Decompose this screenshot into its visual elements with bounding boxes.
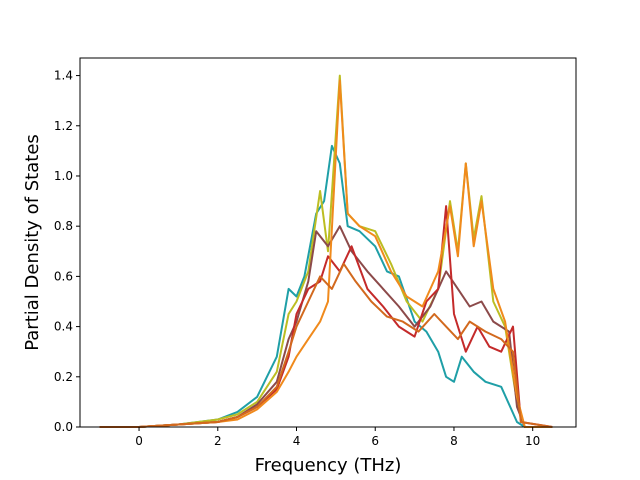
series-line-6 bbox=[99, 262, 553, 428]
y-tick-label: 0.0 bbox=[54, 420, 73, 434]
x-tick-label: 6 bbox=[371, 434, 379, 448]
series-line-1 bbox=[99, 144, 553, 428]
x-tick-label: 0 bbox=[135, 434, 143, 448]
y-tick-label: 0.6 bbox=[54, 269, 73, 283]
y-tick-label: 0.8 bbox=[54, 219, 73, 233]
y-axis-label: Partial Density of States bbox=[22, 134, 43, 351]
x-axis-label: Frequency (THz) bbox=[255, 455, 402, 476]
x-tick-label: 4 bbox=[293, 434, 301, 448]
y-tick-label: 0.2 bbox=[54, 370, 73, 384]
y-tick-label: 1.0 bbox=[54, 169, 73, 183]
x-axis-ticks: 0 2 4 6 8 10 bbox=[135, 427, 540, 448]
series-layer bbox=[99, 74, 553, 428]
y-tick-label: 1.4 bbox=[54, 69, 73, 83]
y-tick-label: 0.4 bbox=[54, 320, 73, 334]
x-tick-label: 2 bbox=[214, 434, 222, 448]
x-tick-label: 10 bbox=[525, 434, 540, 448]
y-tick-label: 1.2 bbox=[54, 119, 73, 133]
series-line-5 bbox=[99, 79, 553, 428]
series-line-3 bbox=[99, 225, 553, 428]
plot-frame bbox=[79, 57, 577, 428]
x-tick-label: 8 bbox=[450, 434, 458, 448]
y-axis-ticks: 0.0 0.2 0.4 0.6 0.8 1.0 1.2 1.4 bbox=[54, 69, 80, 434]
